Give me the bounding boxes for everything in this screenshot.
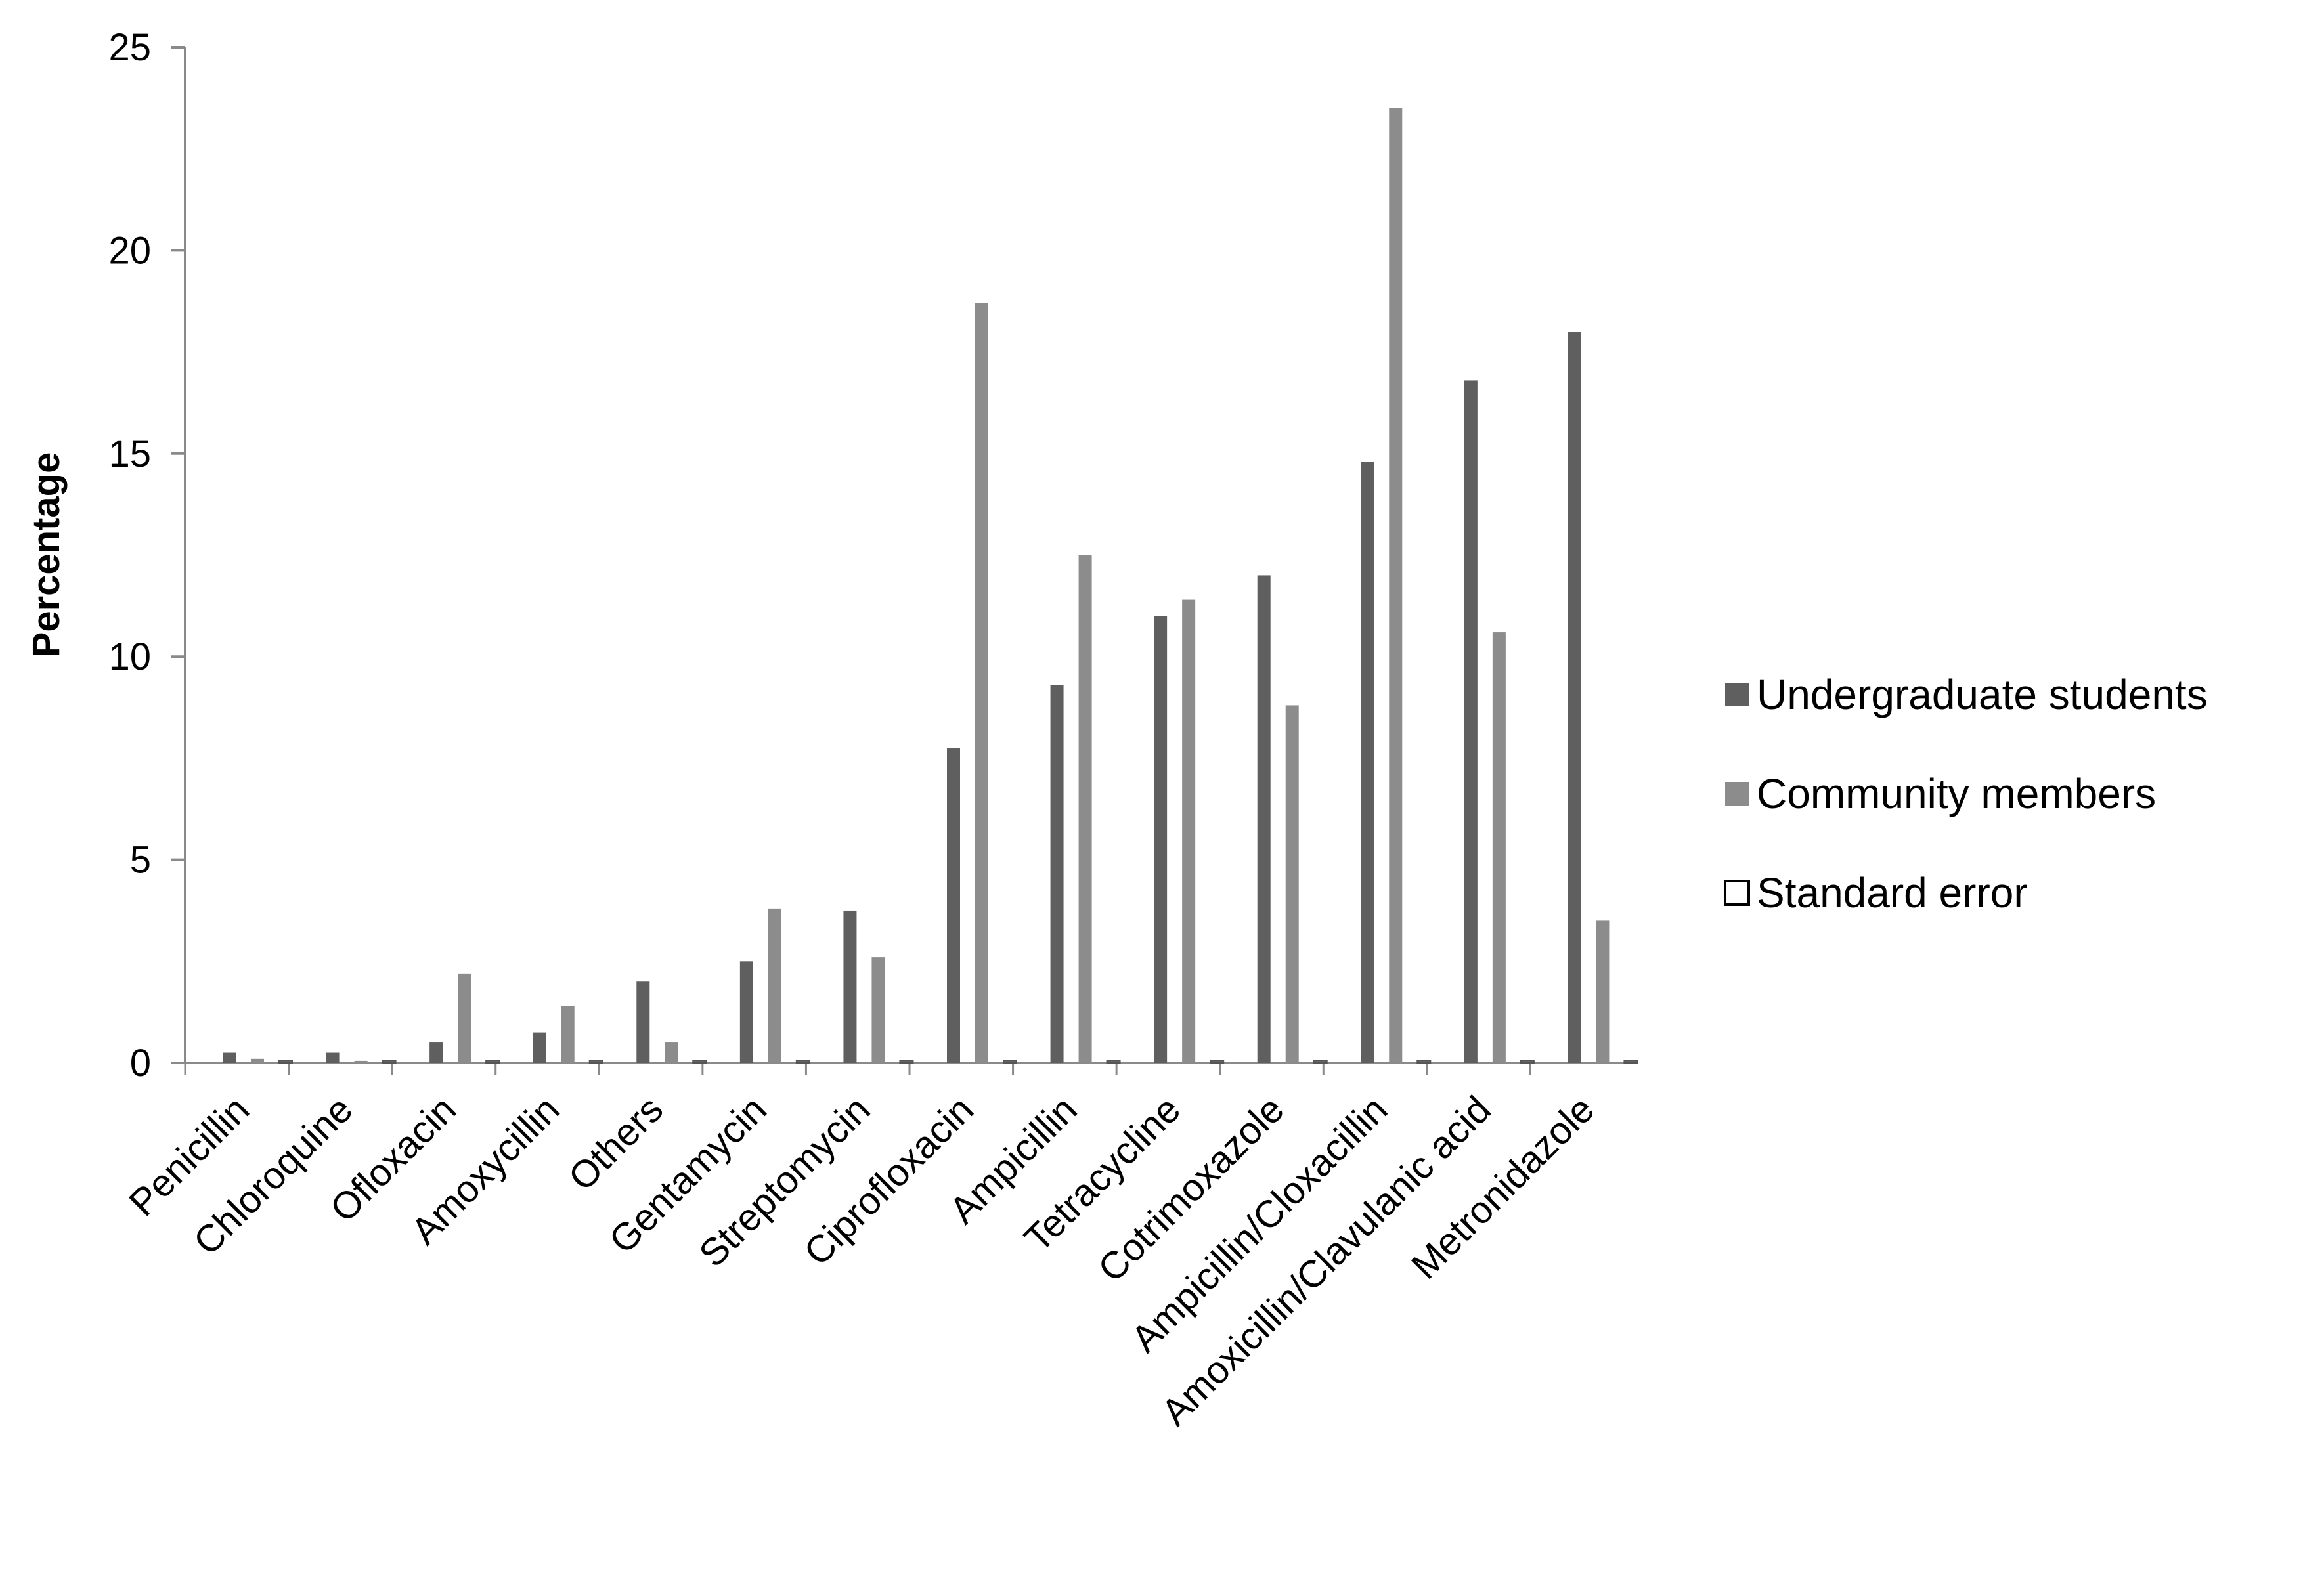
bar-community-members [354, 1060, 368, 1063]
bar-undergraduate-students [1568, 332, 1581, 1063]
bar-standard-error [278, 1060, 293, 1064]
legend-label: Undergraduate students [1757, 671, 2208, 718]
legend-label: Standard error [1757, 869, 2028, 916]
bar-community-members [1596, 920, 1610, 1063]
bar-community-members [1078, 555, 1092, 1063]
y-axis: 0 5 10 15 20 25 [108, 26, 186, 1085]
y-tick-label: 15 [108, 433, 151, 475]
bar-undergraduate-students [429, 1042, 443, 1063]
bar-standard-error [588, 1060, 603, 1064]
bar-standard-error [1210, 1060, 1225, 1064]
bar-standard-error [1003, 1060, 1017, 1064]
bar-undergraduate-students [223, 1052, 236, 1063]
legend-swatch-community-members [1725, 782, 1749, 806]
legend-label: Community members [1757, 770, 2156, 817]
x-axis [184, 1062, 1634, 1075]
bar-undergraduate-students [1154, 616, 1168, 1063]
legend-swatch-undergraduate-students [1725, 683, 1749, 706]
y-axis-title: Percentage [25, 452, 68, 658]
bar-undergraduate-students [843, 910, 857, 1063]
x-category-label: Metronidazole [1403, 1088, 1603, 1287]
bars [223, 108, 1638, 1064]
y-tick-label: 0 [130, 1042, 151, 1085]
bar-undergraduate-students [533, 1032, 546, 1063]
bar-community-members [1389, 108, 1403, 1063]
bar-community-members [561, 1006, 575, 1063]
bar-undergraduate-students [739, 961, 753, 1063]
bar-community-members [458, 973, 471, 1063]
y-tick-label: 5 [130, 839, 151, 882]
bar-community-members [1492, 632, 1506, 1063]
bar-standard-error [795, 1060, 810, 1064]
bar-standard-error [485, 1060, 500, 1064]
category-labels: PenicillinChloroquineOfloxacinAmoxycilli… [121, 1088, 1602, 1434]
bar-standard-error [899, 1060, 914, 1064]
bar-standard-error [1106, 1060, 1121, 1064]
bar-standard-error [1313, 1060, 1328, 1064]
y-tick-label: 25 [108, 26, 151, 69]
bar-community-members [665, 1042, 678, 1063]
bar-undergraduate-students [1464, 380, 1478, 1063]
bar-undergraduate-students [326, 1052, 340, 1063]
bar-community-members [1285, 705, 1299, 1063]
bar-undergraduate-students [636, 981, 650, 1063]
bar-community-members [871, 957, 885, 1063]
bar-community-members [251, 1058, 264, 1063]
bar-undergraduate-students [947, 748, 960, 1063]
bar-undergraduate-students [1050, 685, 1064, 1063]
y-tick-label: 10 [108, 635, 151, 678]
legend: Undergraduate students Community members S… [1724, 671, 2208, 916]
bar-standard-error [692, 1060, 707, 1064]
y-tick-label: 20 [108, 229, 151, 272]
bar-undergraduate-students [1361, 462, 1374, 1063]
bar-undergraduate-students [1257, 575, 1271, 1063]
x-category-label: Cotrimoxazole [1090, 1088, 1292, 1290]
bar-community-members [768, 908, 781, 1063]
bar-standard-error [1623, 1060, 1638, 1064]
bar-standard-error [1416, 1060, 1432, 1064]
bar-standard-error [382, 1060, 397, 1064]
bar-community-members [1182, 599, 1196, 1063]
bar-standard-error [1520, 1060, 1535, 1064]
legend-swatch-standard-error [1724, 880, 1750, 906]
bar-community-members [975, 303, 988, 1063]
